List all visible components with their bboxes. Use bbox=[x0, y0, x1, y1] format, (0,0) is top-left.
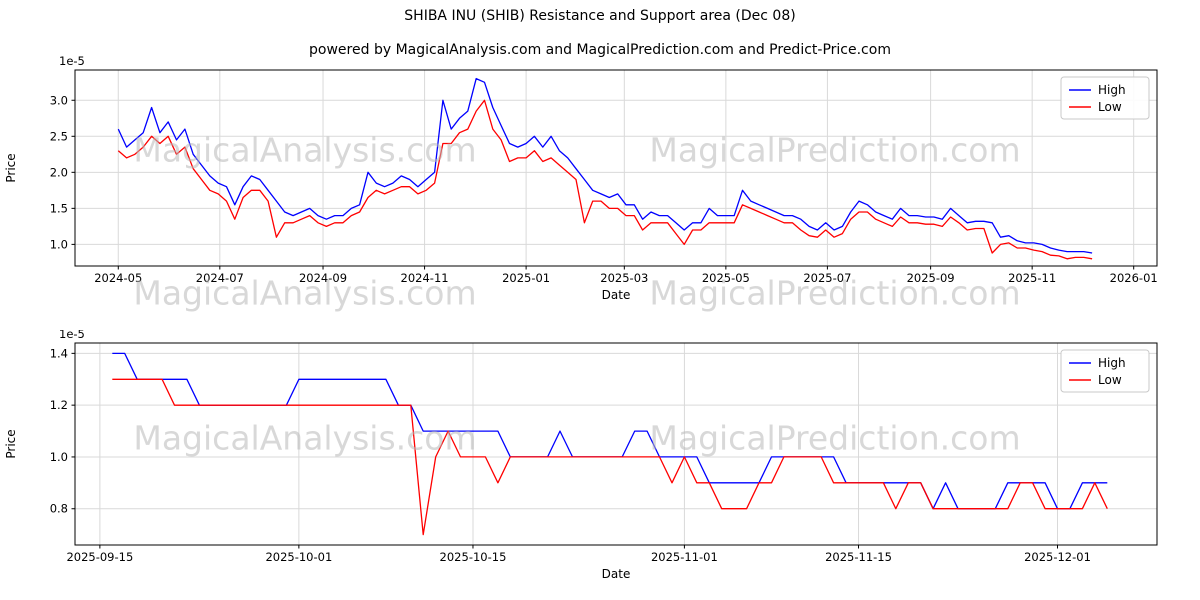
axis-offset-label: 1e-5 bbox=[59, 330, 85, 341]
figure-subtitle: powered by MagicalAnalysis.com and Magic… bbox=[309, 42, 891, 58]
x-axis-label: Date bbox=[602, 567, 631, 581]
svg-text:2025-09: 2025-09 bbox=[907, 271, 955, 285]
legend: High Low bbox=[1060, 349, 1150, 393]
legend-box bbox=[1060, 76, 1150, 120]
svg-text:2024-11: 2024-11 bbox=[401, 271, 449, 285]
axes-frame bbox=[74, 69, 1158, 267]
svg-text:3.0: 3.0 bbox=[50, 93, 68, 107]
price-history-chart: 2024-05 2024-07 2024-09 2024-11 2025-01 2025-… bbox=[4, 56, 1158, 302]
svg-text:1.0: 1.0 bbox=[50, 450, 68, 464]
grid bbox=[75, 70, 1157, 266]
svg-text:2024-09: 2024-09 bbox=[299, 271, 347, 285]
x-axis-label: Date bbox=[602, 288, 631, 302]
legend-label-high: High bbox=[1098, 356, 1126, 370]
tick-labels: 2024-05 2024-07 2024-09 2024-11 2025-01 2025-… bbox=[50, 93, 1158, 285]
svg-text:2025-11: 2025-11 bbox=[1008, 271, 1056, 285]
svg-text:1.2: 1.2 bbox=[50, 398, 68, 412]
recent-price-chart: 2025-09-15 2025-10-01 2025-10-15 2025-11-01… bbox=[4, 330, 1158, 581]
series-low bbox=[112, 378, 1108, 536]
svg-text:2025-11-01: 2025-11-01 bbox=[651, 550, 718, 564]
svg-text:1.0: 1.0 bbox=[50, 237, 68, 251]
y-axis-label: Price bbox=[4, 153, 18, 182]
svg-text:1.5: 1.5 bbox=[50, 201, 68, 215]
figure-title: SHIBA INU (SHIB) Resistance and Support … bbox=[404, 8, 796, 24]
svg-text:0.8: 0.8 bbox=[50, 502, 68, 516]
legend-label-low: Low bbox=[1098, 100, 1122, 114]
svg-text:2025-12-01: 2025-12-01 bbox=[1024, 550, 1091, 564]
svg-text:2025-03: 2025-03 bbox=[600, 271, 648, 285]
svg-text:2025-05: 2025-05 bbox=[702, 271, 750, 285]
series-low bbox=[117, 99, 1093, 260]
legend-box bbox=[1060, 349, 1150, 393]
legend-label-low: Low bbox=[1098, 373, 1122, 387]
axes: 2025-09-15 2025-10-01 2025-10-15 2025-11-01… bbox=[4, 330, 1158, 581]
series-high bbox=[112, 352, 1108, 510]
svg-text:1.4: 1.4 bbox=[50, 346, 68, 360]
svg-text:2025-10-01: 2025-10-01 bbox=[265, 550, 332, 564]
legend-label-high: High bbox=[1098, 83, 1126, 97]
y-axis-label: Price bbox=[4, 429, 18, 458]
svg-text:2025-09-15: 2025-09-15 bbox=[66, 550, 133, 564]
axes-frame bbox=[74, 342, 1158, 546]
svg-text:2025-11-15: 2025-11-15 bbox=[825, 550, 892, 564]
svg-text:2025-07: 2025-07 bbox=[803, 271, 851, 285]
svg-text:2024-07: 2024-07 bbox=[196, 271, 244, 285]
series-high bbox=[117, 77, 1093, 254]
svg-text:2024-05: 2024-05 bbox=[94, 271, 142, 285]
grid bbox=[75, 343, 1157, 545]
tick-labels: 2025-09-15 2025-10-01 2025-10-15 2025-11-01… bbox=[50, 346, 1091, 564]
svg-text:2.0: 2.0 bbox=[50, 165, 68, 179]
legend: High Low bbox=[1060, 76, 1150, 120]
axis-offset-label: 1e-5 bbox=[59, 56, 85, 68]
axes: 2024-05 2024-07 2024-09 2024-11 2025-01 2025-… bbox=[4, 56, 1158, 302]
svg-text:2026-01: 2026-01 bbox=[1110, 271, 1158, 285]
svg-text:2025-10-15: 2025-10-15 bbox=[440, 550, 507, 564]
svg-text:2025-01: 2025-01 bbox=[502, 271, 550, 285]
svg-text:2.5: 2.5 bbox=[50, 129, 68, 143]
